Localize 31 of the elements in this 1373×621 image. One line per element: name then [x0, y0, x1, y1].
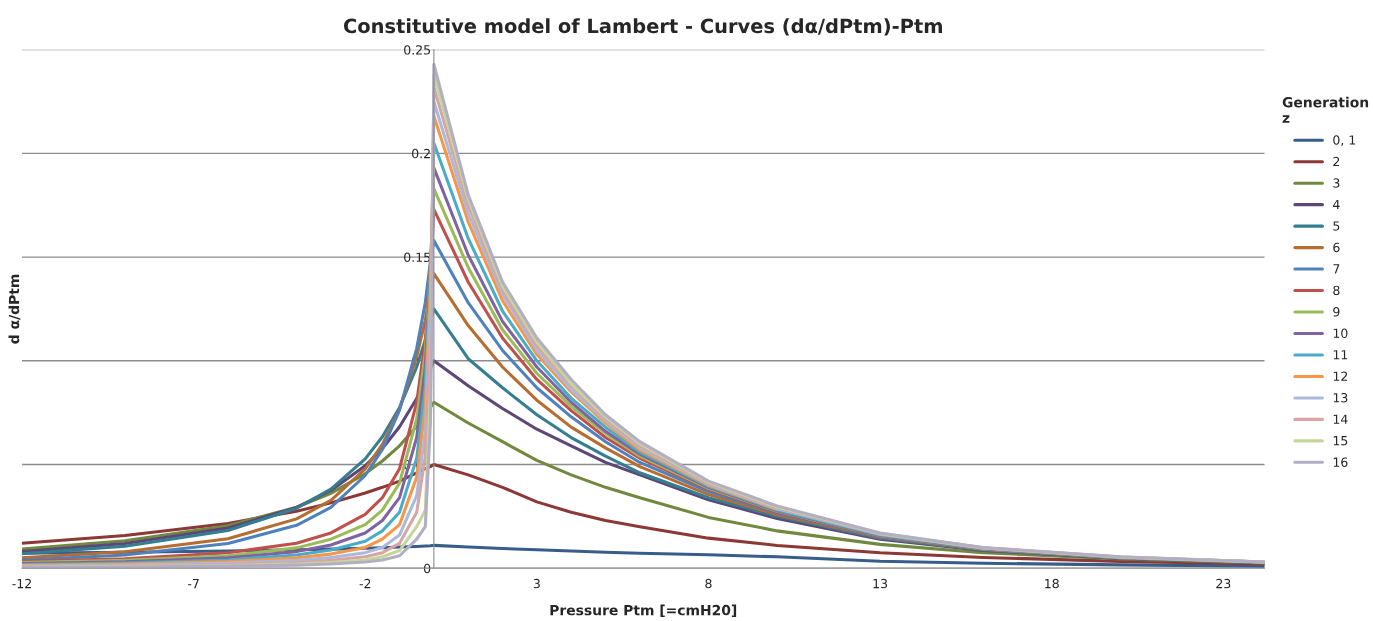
- legend-label: 10: [1333, 328, 1348, 339]
- x-tick-label: -2: [359, 578, 371, 589]
- legend-label: 8: [1333, 285, 1340, 296]
- legend-label: 5: [1333, 221, 1340, 231]
- legend-label: 14: [1333, 414, 1348, 424]
- legend-label: 7: [1333, 264, 1340, 274]
- legend-label: 15: [1333, 436, 1348, 446]
- legend-label: 11: [1333, 350, 1348, 360]
- legend-title: Generation z: [1282, 96, 1369, 123]
- legend-label: 12: [1333, 371, 1348, 381]
- x-axis-title: Pressure Ptm [=cmH20]: [550, 604, 737, 617]
- legend-label: 3: [1333, 178, 1340, 188]
- x-tick-label: 23: [1216, 578, 1231, 589]
- x-tick-label: -12: [12, 578, 31, 589]
- chart-title: Constitutive model of Lambert - Curves (dα/dPtm)-Ptm: [343, 18, 942, 36]
- legend-label: 2: [1333, 156, 1340, 167]
- x-tick-label: 13: [873, 578, 888, 589]
- y-tick-label: 0.2: [412, 148, 430, 159]
- x-tick-label: -7: [187, 579, 199, 589]
- legend-label: 9: [1333, 307, 1340, 317]
- y-tick-label: 0: [423, 563, 431, 574]
- y-axis-title: d α/dPtm: [8, 274, 21, 344]
- legend-label: 16: [1333, 457, 1348, 467]
- x-tick-label: 8: [705, 578, 712, 589]
- y-tick-label: 0.25: [404, 45, 430, 55]
- x-tick-label: 3: [533, 578, 540, 589]
- legend-label: 4: [1333, 199, 1340, 210]
- legend-label: 13: [1333, 393, 1348, 403]
- legend-label: 6: [1333, 242, 1340, 253]
- x-tick-label: 18: [1045, 578, 1059, 589]
- legend-label: 0, 1: [1333, 135, 1356, 147]
